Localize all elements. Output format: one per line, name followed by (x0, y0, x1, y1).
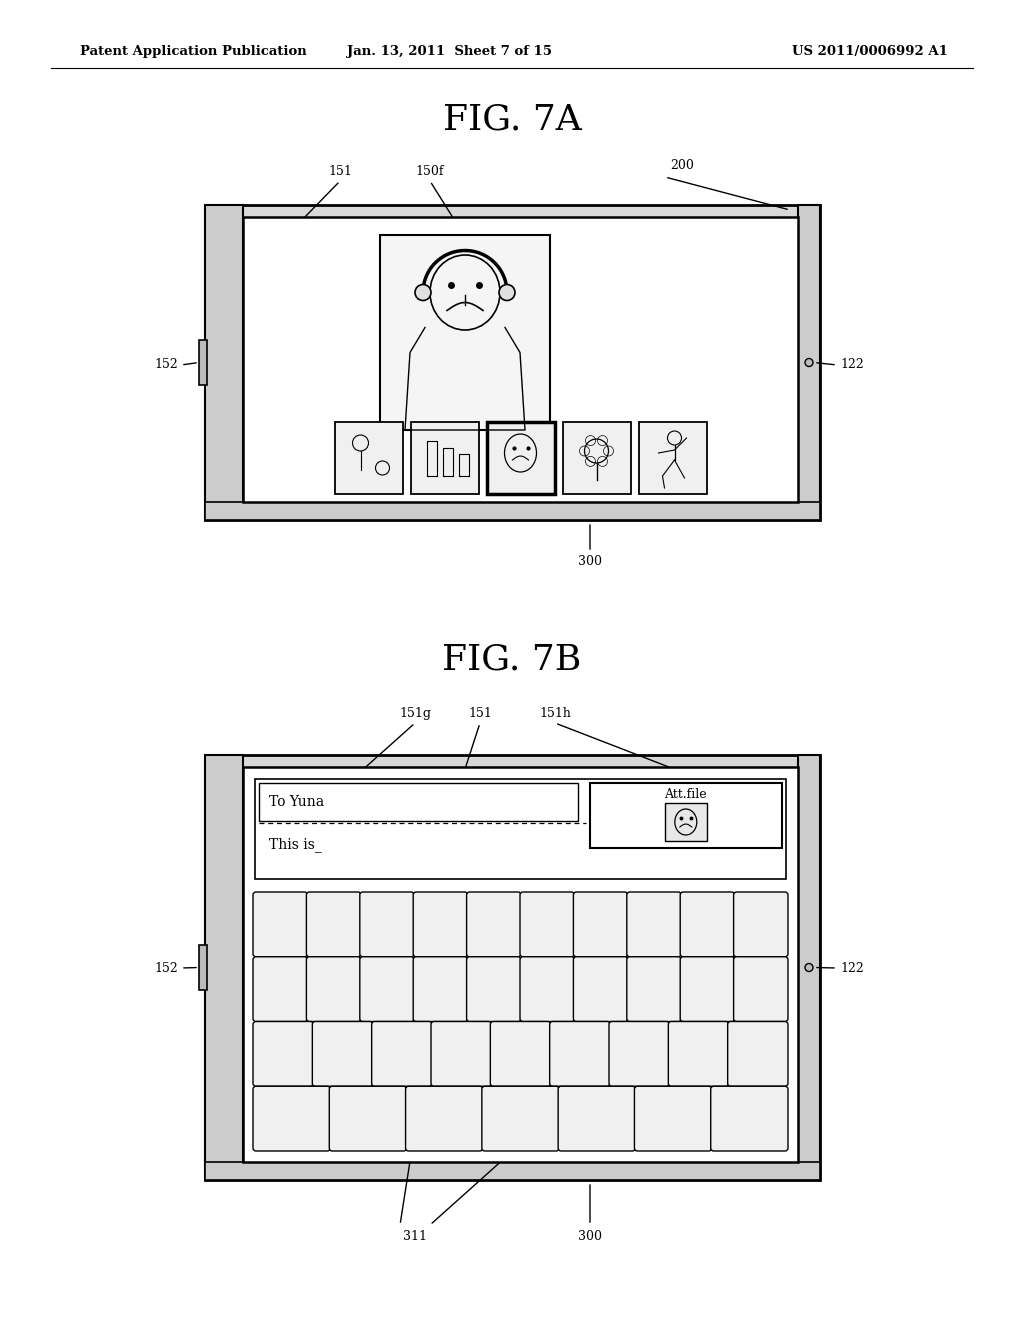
FancyBboxPatch shape (414, 957, 468, 1022)
Text: FIG. 7A: FIG. 7A (442, 103, 582, 137)
Circle shape (499, 285, 515, 301)
Text: 151h: 151h (539, 708, 571, 719)
FancyBboxPatch shape (253, 1022, 313, 1086)
FancyBboxPatch shape (330, 1086, 407, 1151)
Bar (798, 205, 820, 520)
FancyBboxPatch shape (733, 957, 788, 1022)
FancyBboxPatch shape (733, 892, 788, 957)
FancyBboxPatch shape (573, 892, 628, 957)
FancyBboxPatch shape (573, 957, 628, 1022)
Text: 151g: 151g (399, 708, 431, 719)
FancyBboxPatch shape (669, 1022, 729, 1086)
FancyBboxPatch shape (609, 1022, 670, 1086)
Bar (255, 779, 786, 879)
Text: 152: 152 (155, 961, 178, 974)
FancyBboxPatch shape (627, 892, 681, 957)
FancyBboxPatch shape (253, 892, 307, 957)
FancyBboxPatch shape (520, 892, 574, 957)
FancyBboxPatch shape (711, 1086, 788, 1151)
Bar (205, 502, 820, 520)
FancyBboxPatch shape (414, 892, 468, 957)
Bar (205, 205, 820, 520)
Text: FIG. 7B: FIG. 7B (442, 643, 582, 677)
Bar (205, 755, 243, 1180)
Bar (486, 422, 555, 494)
FancyBboxPatch shape (680, 892, 734, 957)
Bar (259, 783, 578, 821)
Text: 150f: 150f (416, 165, 444, 178)
Text: 300: 300 (578, 554, 602, 568)
Text: US 2011/0006992 A1: US 2011/0006992 A1 (792, 45, 948, 58)
FancyBboxPatch shape (728, 1022, 788, 1086)
Bar (798, 755, 820, 1180)
FancyBboxPatch shape (359, 892, 414, 957)
FancyBboxPatch shape (467, 892, 521, 957)
Bar (199, 341, 207, 385)
Text: 300: 300 (578, 1230, 602, 1243)
Bar (205, 205, 243, 520)
FancyBboxPatch shape (627, 957, 681, 1022)
Text: 122: 122 (840, 961, 864, 974)
Bar (639, 422, 707, 494)
Bar (562, 422, 631, 494)
Bar (243, 216, 798, 502)
Bar (590, 783, 782, 847)
FancyBboxPatch shape (558, 1086, 636, 1151)
FancyBboxPatch shape (306, 957, 360, 1022)
FancyBboxPatch shape (680, 957, 734, 1022)
FancyBboxPatch shape (306, 892, 360, 957)
Text: Patent Application Publication: Patent Application Publication (80, 45, 307, 58)
Bar (199, 945, 207, 990)
Bar (205, 755, 820, 1180)
FancyBboxPatch shape (467, 957, 521, 1022)
Text: 151: 151 (468, 708, 492, 719)
Text: 200: 200 (670, 158, 694, 172)
FancyBboxPatch shape (312, 1022, 373, 1086)
Text: This is_: This is_ (269, 838, 322, 853)
FancyBboxPatch shape (359, 957, 414, 1022)
Bar (411, 422, 478, 494)
Text: Jan. 13, 2011  Sheet 7 of 15: Jan. 13, 2011 Sheet 7 of 15 (347, 45, 553, 58)
FancyBboxPatch shape (520, 957, 574, 1022)
FancyBboxPatch shape (253, 957, 307, 1022)
FancyBboxPatch shape (372, 1022, 432, 1086)
Text: 311: 311 (403, 1230, 427, 1243)
Bar (665, 803, 707, 841)
FancyBboxPatch shape (406, 1086, 483, 1151)
Text: 122: 122 (840, 359, 864, 371)
Text: 152: 152 (155, 359, 178, 371)
Bar (335, 422, 402, 494)
Text: To Yuna: To Yuna (269, 795, 325, 809)
FancyBboxPatch shape (482, 1086, 559, 1151)
Circle shape (415, 285, 431, 301)
Bar (243, 767, 798, 1162)
FancyBboxPatch shape (431, 1022, 492, 1086)
Circle shape (805, 359, 813, 367)
Text: 151: 151 (328, 165, 352, 178)
Bar (205, 1162, 820, 1180)
FancyBboxPatch shape (490, 1022, 551, 1086)
Bar (380, 235, 550, 430)
FancyBboxPatch shape (253, 1086, 331, 1151)
FancyBboxPatch shape (635, 1086, 712, 1151)
Text: Att.file: Att.file (665, 788, 708, 801)
Circle shape (805, 964, 813, 972)
FancyBboxPatch shape (550, 1022, 610, 1086)
